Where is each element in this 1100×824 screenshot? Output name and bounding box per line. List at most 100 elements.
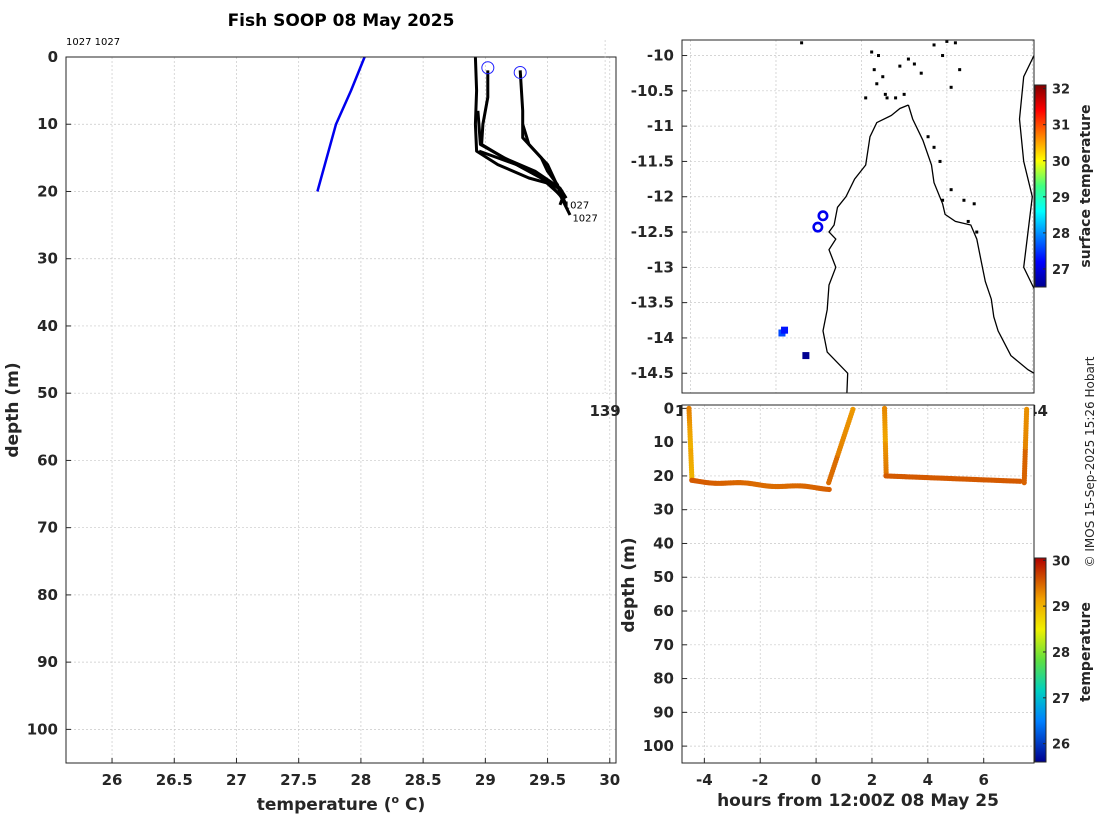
y-tick-label: -11.5 [631, 152, 674, 170]
station-marker [812, 221, 824, 233]
map-background [682, 40, 1034, 393]
x-tick-label: 4 [923, 771, 933, 789]
x-axis-label-sup: o [392, 793, 400, 806]
colorbar-tick-label: 31 [1052, 119, 1070, 134]
coastline-reef [1018, 55, 1035, 289]
profile-line [316, 56, 366, 192]
temperature-sample [826, 486, 832, 493]
island-marker [958, 68, 962, 72]
island-marker [875, 82, 879, 86]
x-tick-label: -2 [752, 771, 769, 789]
island-marker [962, 198, 966, 202]
colorbar-tick-label: 26 [1052, 738, 1070, 753]
profile-start-marker [481, 61, 495, 75]
island-marker [906, 57, 910, 61]
y-tick-label: 20 [37, 182, 58, 200]
colorbar-tick-label: 27 [1052, 692, 1070, 707]
x-tick-label: 0 [811, 771, 821, 789]
y-tick-label: -12.5 [631, 223, 674, 241]
y-axis-label: depth (m) [619, 537, 639, 632]
profile-plot: 26 26.5 27 27.5 28 28.5 29 29.5 30 0 10 20 30 40 50 60 7… [3, 37, 620, 815]
section-background [682, 405, 1034, 763]
x-tick-label: 139 [589, 402, 620, 420]
island-marker [941, 54, 945, 58]
plot-frame [65, 56, 617, 764]
surface-temperature-cell [781, 326, 789, 334]
island-marker [932, 43, 936, 47]
island-marker [941, 198, 945, 202]
y-tick-label: -13.5 [631, 294, 674, 312]
temperature-sample [1024, 406, 1030, 412]
island-marker [945, 39, 949, 43]
y-tick-label: 100 [27, 720, 58, 738]
y-tick-label: 50 [653, 568, 674, 586]
island-marker [912, 62, 916, 66]
y-tick-label: -14.5 [631, 364, 674, 382]
y-tick-label: -13 [647, 258, 674, 276]
x-tick-label: 27.5 [280, 771, 317, 789]
island-marker [883, 92, 887, 96]
coastline-west [822, 104, 909, 394]
station-marker [817, 210, 829, 222]
temperature-sample [850, 406, 856, 412]
island-marker [953, 41, 957, 45]
x-tick-label: 26 [102, 771, 123, 789]
x-tick-label: 28.5 [405, 771, 442, 789]
island-marker [902, 92, 906, 96]
island-marker [972, 202, 976, 206]
y-tick-label: 10 [37, 115, 58, 133]
x-tick-label: 29.5 [529, 771, 566, 789]
y-tick-label: 40 [37, 317, 58, 335]
island-marker [949, 85, 953, 89]
temperature-sample [1017, 478, 1023, 484]
y-tick-label: 80 [653, 670, 674, 688]
y-tick-label: 30 [653, 501, 674, 519]
y-tick-label: 60 [37, 451, 58, 469]
island-marker [926, 135, 930, 139]
island-marker [975, 230, 979, 234]
chart-title: Fish SOOP 08 May 2025 [228, 11, 455, 31]
map-frame [681, 39, 1035, 394]
x-axis-label-tail: C) [399, 795, 425, 815]
island-marker [872, 68, 876, 72]
x-axis-label: temperature (o C) [257, 793, 426, 815]
y-tick-label: 90 [37, 653, 58, 671]
y-tick-label: 20 [653, 467, 674, 485]
colorbar-tick-label: 32 [1052, 83, 1070, 98]
x-tick-label: 30 [599, 771, 620, 789]
y-tick-label: 90 [653, 703, 674, 721]
y-tick-label: 80 [37, 586, 58, 604]
x-tick-label: -4 [696, 771, 713, 789]
island-marker [864, 96, 868, 100]
profile-line [521, 123, 566, 203]
profile-label: 1027 [564, 200, 589, 211]
surface-temperature-cell [802, 352, 810, 360]
y-tick-label: 40 [653, 534, 674, 552]
x-tick-label: 2 [867, 771, 877, 789]
y-tick-label: 70 [37, 519, 58, 537]
x-tick-label: 29 [475, 771, 496, 789]
x-tick-label: 26.5 [156, 771, 193, 789]
map-plot: 139140141142143144-10-10.5-11-11.5-12-12… [589, 39, 1094, 420]
colorbar-tick-label: 28 [1052, 227, 1070, 242]
y-tick-label: -12 [647, 188, 674, 206]
profile-line [478, 149, 564, 206]
island-marker [800, 41, 804, 45]
y-tick-label: -11 [647, 117, 674, 135]
y-tick-label: 50 [37, 384, 58, 402]
y-tick-label: 70 [653, 636, 674, 654]
colorbar-tick-label: 29 [1052, 600, 1070, 615]
island-marker [881, 75, 885, 79]
colorbar-label: temperature [1078, 602, 1094, 702]
island-marker [949, 188, 953, 192]
y-axis-label: depth (m) [3, 362, 23, 457]
x-tick-label: 28 [350, 771, 371, 789]
colorbar [1034, 84, 1047, 288]
colorbar-tick-label: 30 [1052, 554, 1070, 569]
y-tick-label: -10 [647, 47, 674, 65]
colorbar-tick-label: 28 [1052, 646, 1070, 661]
island-marker [877, 54, 881, 58]
island-marker [898, 64, 902, 68]
